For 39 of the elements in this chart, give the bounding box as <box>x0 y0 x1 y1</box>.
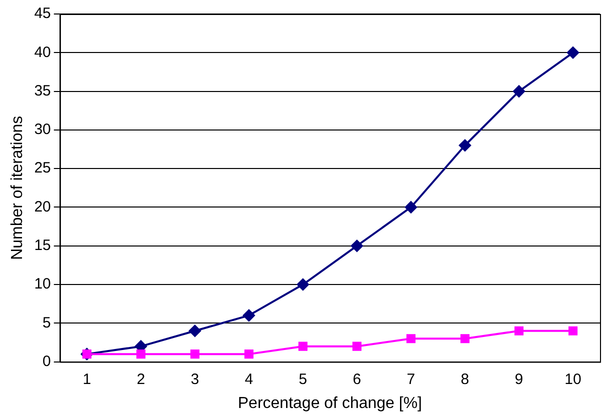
y-tick-label: 30 <box>34 121 51 138</box>
point <box>242 309 255 322</box>
y-tick-label: 15 <box>34 237 51 254</box>
point <box>566 46 579 59</box>
point <box>352 342 362 351</box>
y-tick-label: 45 <box>34 5 51 22</box>
y-tick-label: 40 <box>34 44 51 61</box>
point <box>514 326 524 336</box>
point <box>188 324 201 337</box>
x-tick-label: 10 <box>564 370 582 388</box>
point <box>460 334 470 344</box>
y-axis-title: Number of iterations <box>9 116 26 260</box>
point <box>296 278 309 291</box>
x-tick-label: 5 <box>298 370 308 388</box>
point <box>458 139 471 152</box>
x-tick-label: 9 <box>514 370 524 388</box>
y-tick-label: 35 <box>34 82 51 100</box>
point <box>298 342 308 351</box>
y-tick-label: 10 <box>34 276 51 293</box>
point <box>190 350 200 359</box>
x-axis-title: Percentage of change [%] <box>238 394 422 412</box>
y-tick-label: 25 <box>34 160 51 177</box>
x-tick-label: 7 <box>406 370 416 388</box>
x-tick-label: 3 <box>190 370 200 388</box>
point <box>568 326 578 336</box>
x-tick-label: 1 <box>82 370 92 388</box>
point <box>136 350 146 359</box>
y-tick-label: 20 <box>34 198 51 216</box>
y-tick-label: 5 <box>42 314 51 332</box>
x-tick-label: 2 <box>136 370 146 388</box>
x-tick-label: 8 <box>460 370 470 388</box>
point <box>406 334 416 344</box>
x-tick-label: 6 <box>352 370 362 388</box>
point <box>512 85 525 98</box>
point <box>404 201 417 214</box>
point <box>350 240 363 252</box>
point <box>244 350 254 359</box>
x-tick-label: 4 <box>244 370 254 388</box>
y-tick-label: 0 <box>42 352 51 370</box>
